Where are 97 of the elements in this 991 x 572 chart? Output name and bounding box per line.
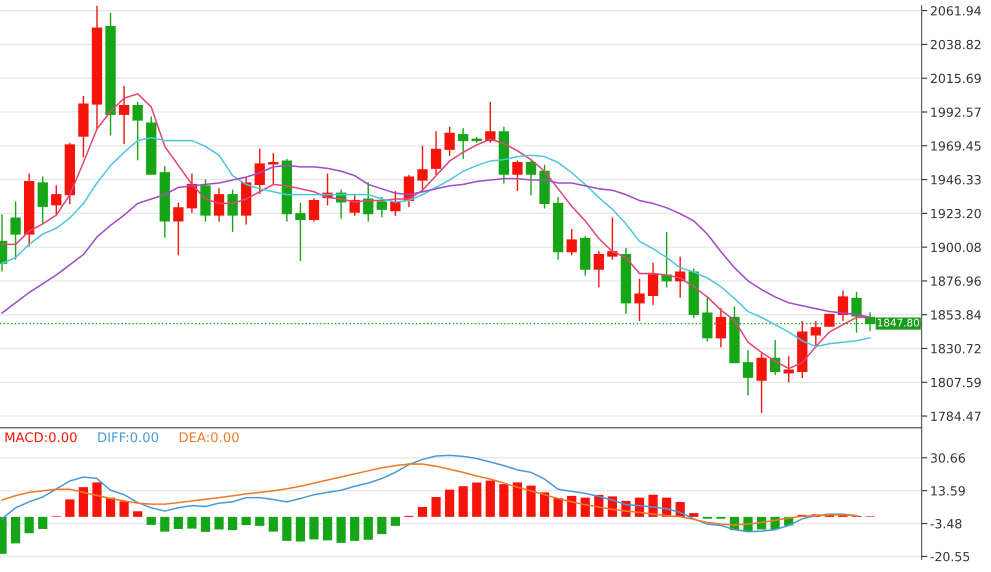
bar [133,511,142,517]
candlestick [648,262,658,305]
text: MACD:0.00 [5,432,77,442]
y-tick-label: 1807.59 [931,378,981,388]
bar [472,482,482,517]
candlestick [430,131,442,175]
bar [445,490,454,517]
bar [350,516,360,541]
y-tick-label: 30.66 [930,453,965,463]
bar [282,516,292,541]
y-tick-label: 1923.20 [931,208,981,218]
bar [526,486,536,517]
y-tick-label: 1969.45 [931,141,981,151]
candlestick [784,356,794,382]
y-tick-label: 1900.08 [931,242,981,252]
bar [78,487,88,517]
candlestick [716,308,726,348]
bar [364,516,373,540]
candlestick [268,153,278,186]
candlestick [132,102,143,160]
bar [431,497,441,517]
candlestick [634,278,645,322]
y-tick-label: 2061.94 [930,6,981,16]
candlestick [742,350,754,396]
y-tick-label: -20.55 [930,552,970,562]
candlestick [118,86,130,144]
bar [336,516,346,543]
y-tick-label: -3.48 [930,519,962,528]
bar [160,516,170,532]
text: DEA:0.00 [180,432,239,442]
bar [106,498,116,517]
y-tick-label: 1876.96 [931,276,981,286]
candlestick [376,196,387,218]
bar [554,498,563,517]
bar [418,507,428,517]
candlestick [295,202,306,262]
bar [255,516,264,526]
candlestick [770,340,780,376]
bar [146,516,156,525]
bar [38,516,48,529]
y-tick-label: 1784.47 [931,412,981,421]
bar [296,516,306,542]
bar [65,499,74,517]
candlestick [458,128,468,159]
bar [499,484,508,517]
bar [214,516,224,530]
candlestick [308,198,320,222]
candlestick [756,353,767,414]
y-tick-label: 1853.84 [931,310,981,320]
bar [92,482,102,517]
y-tick-label: 13.59 [931,486,965,496]
bar [322,516,332,540]
bar [242,516,251,526]
line-series [1,454,858,532]
candlestick [51,185,62,216]
bar [174,516,183,529]
candlestick [254,148,265,194]
bar [390,516,400,526]
bar [187,516,197,529]
candlestick [444,126,455,156]
y-tick-label: 2015.69 [930,74,981,84]
bar [119,501,129,517]
bar [580,498,590,517]
bar [10,516,20,544]
candlestick [824,314,835,327]
y-tick-label: 1830.72 [931,344,980,354]
bar [458,486,468,517]
candlestick [173,202,184,256]
candlestick [512,160,523,191]
text: DIFF:0.00 [98,432,158,442]
bar [268,516,278,532]
candlestick [390,191,401,216]
bar [377,516,386,534]
ref-line-label: 1847.80 [878,318,920,327]
y-tick-label: 1946.33 [931,175,981,184]
candlestick [566,229,577,256]
bar [689,513,698,517]
candlestick [417,146,428,190]
line-series [1,136,871,348]
candlestick [810,321,821,348]
candlestick [227,190,238,232]
bar [24,516,34,534]
candlestick [526,160,536,196]
bar [200,516,210,532]
candlestick [38,176,48,225]
bar [567,496,576,517]
bar [309,516,319,540]
bar [540,492,550,517]
y-tick-label: 2038.82 [930,40,980,50]
bar [512,482,522,517]
candlestick [594,250,604,288]
bar [228,516,238,530]
candlestick [10,201,21,260]
y-tick-label: 1992.57 [931,107,981,117]
candlestick [214,188,224,222]
bar [486,480,495,517]
line-series [1,463,858,526]
